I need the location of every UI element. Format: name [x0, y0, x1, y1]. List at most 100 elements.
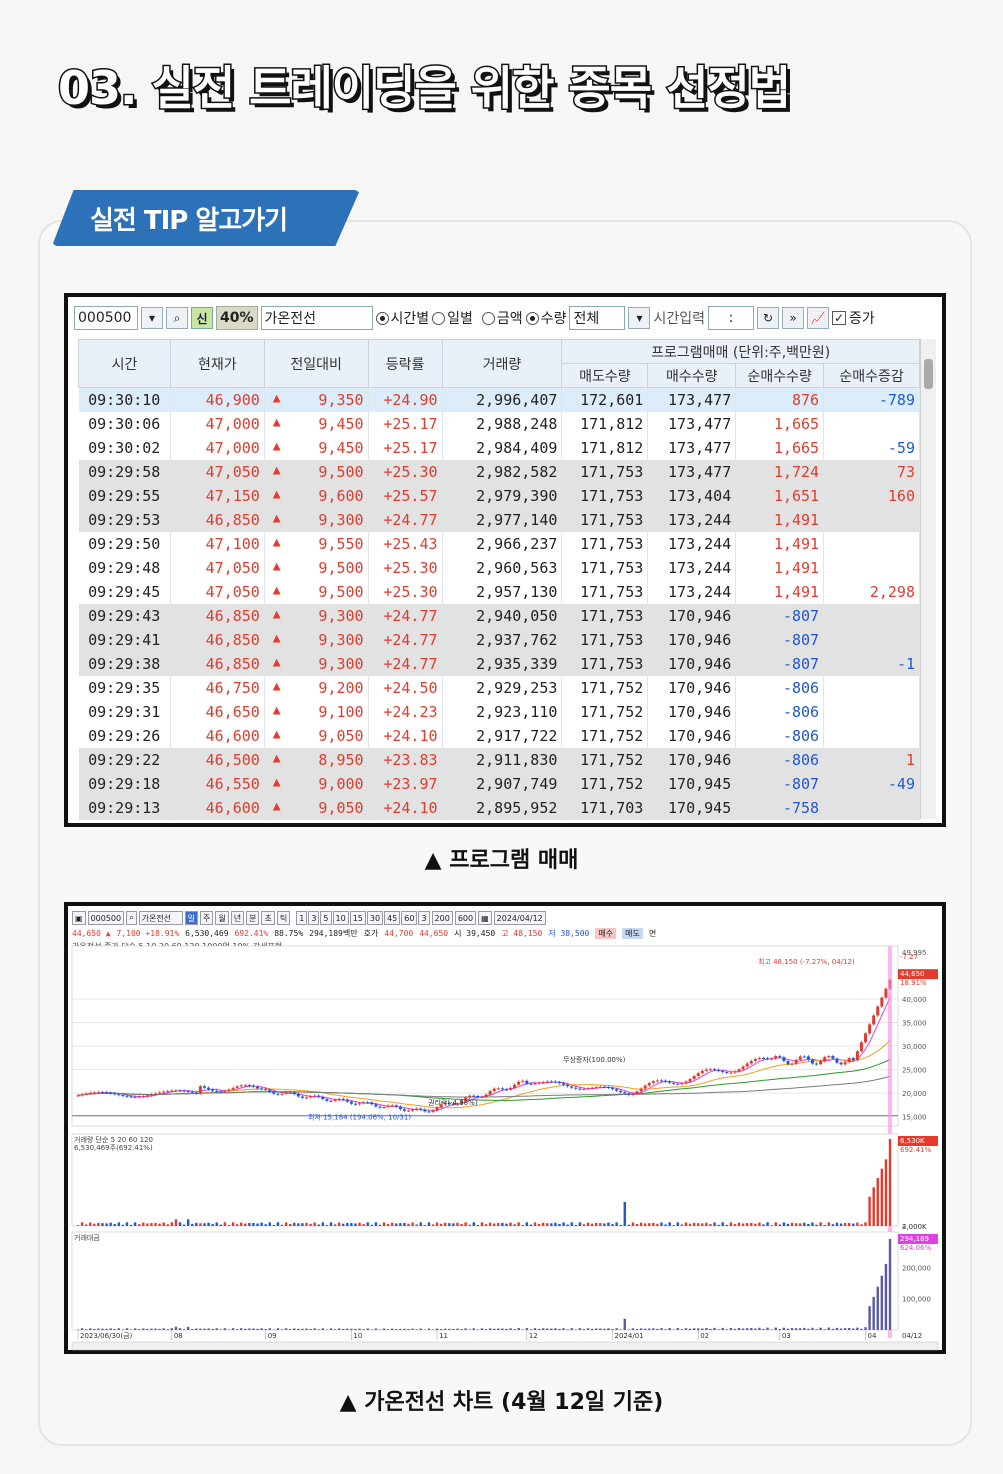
- date-field[interactable]: 2024/04/12: [493, 911, 546, 925]
- header-volume[interactable]: 거래량: [441, 339, 563, 388]
- count-field[interactable]: 200: [431, 911, 453, 925]
- stock-name-field[interactable]: 가온전선: [260, 306, 373, 330]
- sell-button[interactable]: 매도: [622, 927, 643, 939]
- table-row[interactable]: 09:29:13 46,600 ▲ 9,050 +24.10 2,895,952 171,7…: [78, 795, 920, 820]
- table-row[interactable]: 09:29:48 47,050 ▲ 9,500 +25.30 2,960,563 171,7…: [78, 555, 920, 580]
- amount-bar: [623, 1318, 626, 1330]
- interval-button[interactable]: 15: [349, 911, 366, 925]
- cell-price: 47,050: [170, 579, 265, 604]
- radio-day[interactable]: 일별: [432, 308, 473, 328]
- interval-button[interactable]: 5: [320, 911, 332, 925]
- amount-bar: [631, 1328, 635, 1330]
- table-row[interactable]: 09:30:02 47,000 ▲ 9,450 +25.17 2,984,409 171,8…: [78, 435, 920, 460]
- refresh-icon[interactable]: ↻: [756, 307, 779, 329]
- volume-tag: 6,530K: [900, 1137, 925, 1145]
- header-rate[interactable]: 등락률: [367, 339, 443, 388]
- buy-button[interactable]: 매수: [595, 927, 617, 939]
- candle-body: [84, 1093, 88, 1095]
- interval-button[interactable]: 45: [384, 911, 401, 925]
- interval-button[interactable]: 3: [308, 911, 320, 925]
- header-sell[interactable]: 매도수량: [561, 363, 649, 388]
- cell-sell: 172,601: [561, 387, 649, 412]
- header-net[interactable]: 순매수수량: [735, 363, 825, 388]
- candle-body: [288, 1092, 292, 1094]
- extra-button[interactable]: 면: [648, 928, 657, 938]
- header-change[interactable]: 전일대비: [263, 339, 369, 388]
- scrollbar[interactable]: [920, 339, 936, 819]
- candle-body: [721, 1070, 725, 1073]
- radio-qty[interactable]: 수량: [525, 308, 566, 328]
- period-tab[interactable]: 월: [215, 911, 229, 925]
- candle-body: [402, 1109, 406, 1111]
- amount-bar: [709, 1328, 712, 1330]
- candle-body: [358, 1103, 362, 1105]
- cell-rate: +24.77: [368, 507, 443, 532]
- table-row[interactable]: 09:29:31 46,650 ▲ 9,100 +24.23 2,923,110 171,7…: [78, 699, 920, 724]
- stock-code-input[interactable]: 000500: [74, 306, 138, 330]
- next-icon[interactable]: »: [781, 307, 804, 329]
- interval-button[interactable]: 10: [332, 911, 349, 925]
- cell-sell: 171,753: [561, 507, 649, 532]
- table-row[interactable]: 09:29:41 46,850 ▲ 9,300 +24.77 2,937,762 171,7…: [78, 627, 920, 652]
- calendar-icon[interactable]: ▦: [478, 911, 492, 925]
- chart-icon[interactable]: 📈: [806, 307, 829, 329]
- table-row[interactable]: 09:30:06 47,000 ▲ 9,450 +25.17 2,988,248 171,8…: [78, 411, 920, 436]
- dropdown-arrow-icon[interactable]: ▾: [628, 307, 651, 329]
- header-buy[interactable]: 매수수량: [647, 363, 737, 388]
- table-row[interactable]: 09:29:45 47,050 ▲ 9,500 +25.30 2,957,130 171,7…: [78, 579, 920, 604]
- filter-select[interactable]: 전체: [569, 306, 626, 330]
- total-field[interactable]: 600: [454, 911, 477, 925]
- search-icon[interactable]: ⌕: [166, 307, 188, 329]
- table-row[interactable]: 09:29:38 46,850 ▲ 9,300 +24.77 2,935,339 171,7…: [78, 651, 920, 676]
- table-row[interactable]: 09:29:50 47,100 ▲ 9,550 +25.43 2,966,237 171,7…: [78, 531, 920, 556]
- candle-body: [374, 1104, 378, 1107]
- candle-body: [239, 1085, 243, 1087]
- interval-button[interactable]: 30: [366, 911, 384, 925]
- window-icon[interactable]: ▣: [72, 911, 86, 925]
- table-row[interactable]: 09:29:55 47,150 ▲ 9,600 +25.57 2,979,390 171,7…: [78, 483, 920, 508]
- volume-bar: [460, 1224, 463, 1226]
- period-tab[interactable]: 초: [261, 911, 275, 925]
- interval-button[interactable]: 3: [418, 911, 430, 925]
- table-row[interactable]: 09:29:18 46,550 ▲ 9,000 +23.97 2,907,749 171,7…: [78, 771, 920, 796]
- candle-body: [337, 1098, 341, 1100]
- candle-body: [194, 1092, 198, 1094]
- interval-button[interactable]: 60: [401, 911, 418, 925]
- amount-bar: [570, 1328, 573, 1330]
- candle-body: [676, 1083, 680, 1085]
- time-input[interactable]: :: [707, 306, 754, 330]
- period-tab[interactable]: 분: [246, 911, 260, 925]
- candle-body: [133, 1096, 137, 1098]
- search-icon[interactable]: ⌕: [126, 911, 137, 925]
- table-row[interactable]: 09:29:53 46,850 ▲ 9,300 +24.77 2,977,140 171,7…: [78, 507, 920, 532]
- period-tab[interactable]: 주: [199, 911, 214, 925]
- amount-bar: [452, 1328, 455, 1330]
- name-field[interactable]: 가온전선: [138, 911, 183, 925]
- candle-body: [737, 1069, 741, 1072]
- header-net-delta[interactable]: 순매수증감: [823, 363, 920, 388]
- dropdown-arrow-icon[interactable]: ▾: [141, 307, 163, 329]
- interval-button[interactable]: 1: [296, 911, 308, 925]
- radio-time[interactable]: 시간별: [375, 308, 429, 328]
- volume-bar: [117, 1222, 121, 1226]
- header-time[interactable]: 시간: [78, 339, 171, 388]
- period-tab[interactable]: 년: [230, 911, 245, 925]
- table-row[interactable]: 09:30:10 46,900 ▲ 9,350 +24.90 2,996,407 172,6…: [78, 387, 920, 412]
- code-field[interactable]: 000500: [87, 911, 125, 925]
- period-tab[interactable]: 틱: [276, 911, 291, 925]
- amount-bar: [84, 1329, 88, 1330]
- header-price[interactable]: 현재가: [169, 339, 265, 388]
- table-row[interactable]: 09:29:43 46,850 ▲ 9,300 +24.77 2,940,050 171,7…: [78, 603, 920, 628]
- radio-amount[interactable]: 금액: [481, 308, 523, 328]
- scroll-thumb[interactable]: [924, 359, 933, 389]
- up-triangle-icon: ▲: [272, 798, 281, 814]
- table-row[interactable]: 09:29:35 46,750 ▲ 9,200 +24.50 2,929,253 171,7…: [78, 675, 920, 700]
- table-row[interactable]: 09:29:58 47,050 ▲ 9,500 +25.30 2,982,582 171,7…: [78, 459, 920, 484]
- tab-day[interactable]: 일: [184, 911, 198, 925]
- table-row[interactable]: 09:29:22 46,500 ▲ 8,950 +23.83 2,911,830 171,7…: [78, 747, 920, 772]
- candle-body: [696, 1073, 700, 1077]
- checkbox-icon[interactable]: ✓: [831, 311, 846, 325]
- table-row[interactable]: 09:29:26 46,600 ▲ 9,050 +24.10 2,917,722 171,7…: [78, 723, 920, 748]
- price-chart[interactable]: 49,995 40,000 35,000 30,000 25,000 20,000 15,0…: [68, 940, 942, 1352]
- volume-bar: [684, 1222, 688, 1226]
